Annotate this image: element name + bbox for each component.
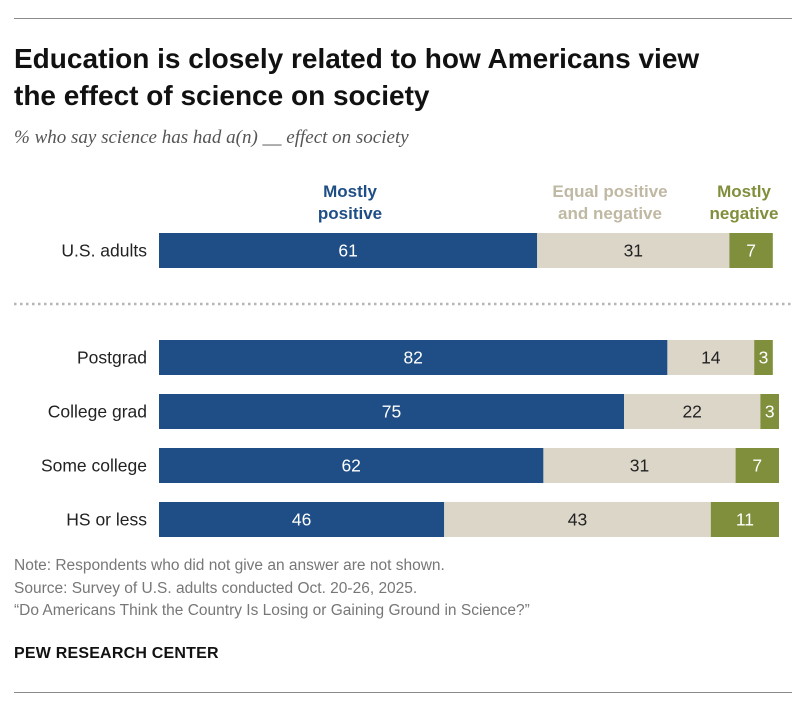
chart-notes: Note: Respondents who did not give an an… (14, 555, 530, 623)
legend-mostly-negative: Mostly negative (699, 181, 789, 225)
bar-postgrad-series-3 (754, 340, 773, 375)
bar-u-s-adults-series-3 (729, 233, 773, 268)
bar-some-college-series-2 (543, 448, 736, 483)
note-text: Note: Respondents who did not give an an… (14, 557, 445, 574)
data-label-some-college-series-2: 31 (630, 456, 649, 476)
data-label-u-s-adults-series-2: 31 (624, 241, 643, 261)
data-label-hs-or-less-series-2: 43 (568, 510, 587, 530)
report-title-text: “Do Americans Think the Country Is Losin… (14, 602, 530, 619)
bar-some-college-series-3 (735, 448, 779, 483)
data-label-hs-or-less-series-1: 46 (292, 510, 311, 530)
legend-mostly-positive: Mostly positive (290, 181, 410, 225)
category-label-some-college: Some college (41, 456, 147, 476)
chart-title: Education is closely related to how Amer… (14, 40, 784, 114)
data-label-postgrad-series-2: 14 (701, 348, 721, 368)
bar-some-college-series-1 (159, 448, 544, 483)
bar-college-grad-series-2 (624, 394, 761, 429)
bar-college-grad-series-1 (159, 394, 624, 429)
chart-title-line-1: Education is closely related to how Amer… (14, 43, 700, 74)
bar-hs-or-less-series-1 (159, 502, 445, 537)
bar-u-s-adults-series-2 (537, 233, 730, 268)
data-label-postgrad-series-1: 82 (403, 348, 422, 368)
bar-college-grad-series-3 (760, 394, 779, 429)
data-label-college-grad-series-1: 75 (382, 402, 401, 422)
data-label-u-s-adults-series-3: 7 (746, 241, 756, 261)
data-label-u-s-adults-series-1: 61 (338, 241, 357, 261)
bar-hs-or-less-series-2 (444, 502, 711, 537)
bar-hs-or-less-series-3 (710, 502, 779, 537)
stacked-bar-chart: U.S. adults 61 31 7 Postgrad 82 14 3 College gra… (14, 233, 792, 537)
bar-postgrad-series-2 (667, 340, 755, 375)
bottom-rule (14, 692, 792, 693)
source-text: Source: Survey of U.S. adults conducted … (14, 579, 418, 597)
data-label-postgrad-series-3: 3 (759, 348, 769, 368)
legend-equal-positive-negative: Equal positive and negative (530, 181, 690, 225)
category-label-u-s-adults: U.S. adults (61, 241, 147, 261)
bar-postgrad-series-1 (159, 340, 668, 375)
pew-research-center-logo-text: PEW RESEARCH CENTER (14, 645, 219, 662)
category-label-college-grad: College grad (48, 402, 147, 422)
legend-mostly-negative-line-2: negative (709, 204, 779, 223)
legend-mostly-positive-line-2: positive (317, 204, 383, 223)
legend-mostly-positive-line-1: Mostly (323, 182, 377, 201)
category-label-postgrad: Postgrad (77, 348, 147, 368)
data-label-college-grad-series-2: 22 (682, 402, 701, 422)
legend-equal-line-1: Equal positive (552, 182, 668, 201)
legend-mostly-negative-line-1: Mostly (717, 182, 771, 201)
data-label-some-college-series-3: 7 (752, 456, 762, 476)
chart-title-line-2: the effect of science on society (14, 80, 430, 111)
top-rule (14, 18, 792, 19)
data-label-some-college-series-1: 62 (341, 456, 360, 476)
data-label-college-grad-series-3: 3 (765, 402, 775, 422)
chart-subtitle: % who say science has had a(n) __ effect… (14, 127, 409, 148)
category-label-hs-or-less: HS or less (66, 510, 147, 530)
data-label-hs-or-less-series-3: 11 (736, 510, 754, 530)
legend-equal-line-2: and negative (558, 204, 662, 223)
bar-u-s-adults-series-1 (159, 233, 538, 268)
